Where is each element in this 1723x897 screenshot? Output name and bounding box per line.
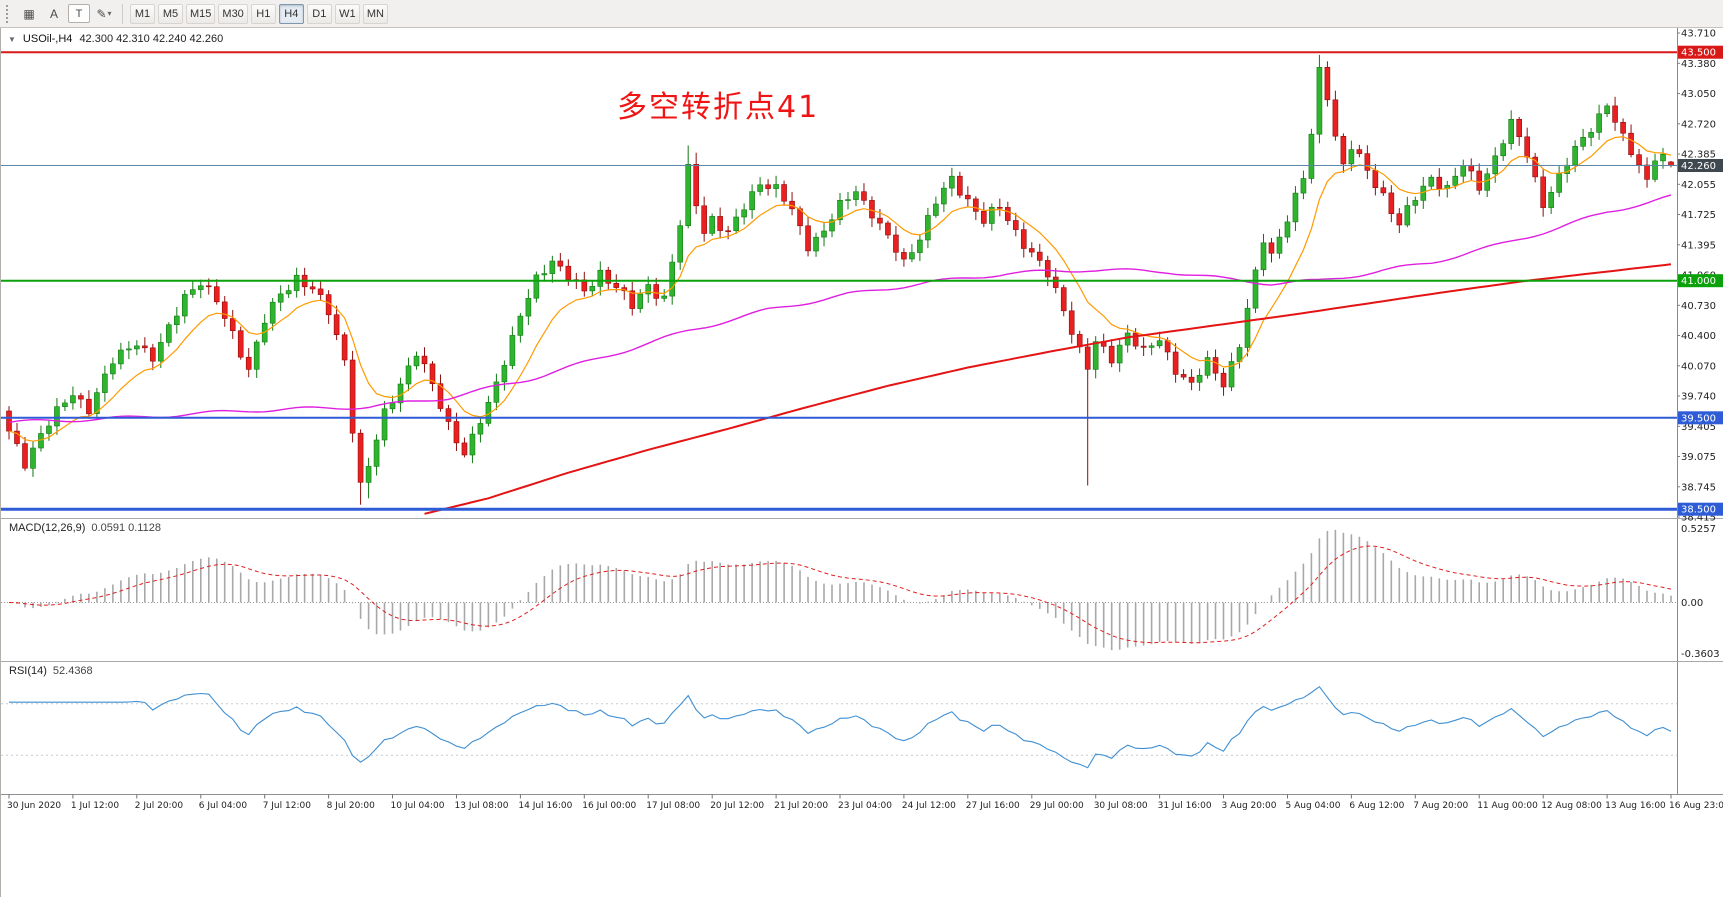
svg-text:40.070: 40.070	[1681, 361, 1716, 372]
svg-text:38.745: 38.745	[1681, 482, 1716, 493]
timeframe-m30-button[interactable]: M30	[218, 3, 248, 24]
timeframe-mn-button[interactable]: MN	[362, 3, 388, 24]
svg-text:31 Jul 16:00: 31 Jul 16:00	[1158, 801, 1212, 811]
timeframe-h1-button[interactable]: H1	[250, 3, 276, 24]
svg-text:0.5257: 0.5257	[1681, 524, 1716, 535]
chevron-down-icon: ▾	[107, 9, 112, 18]
svg-text:13 Aug 16:00: 13 Aug 16:00	[1605, 801, 1666, 811]
macd-indicator-values: 0.0591 0.1128	[91, 522, 161, 534]
svg-text:23 Jul 04:00: 23 Jul 04:00	[838, 801, 892, 811]
chart-title: ▼ USOil-,H4 42.300 42.310 42.240 42.260	[8, 33, 223, 45]
svg-text:-0.3603: -0.3603	[1681, 649, 1720, 660]
svg-text:39.500: 39.500	[1681, 413, 1716, 424]
rsi-indicator-name: RSI(14)	[9, 665, 47, 677]
svg-text:13 Jul 08:00: 13 Jul 08:00	[455, 801, 509, 811]
svg-text:14 Jul 16:00: 14 Jul 16:00	[518, 801, 572, 811]
chart-window: 703043.71043.38043.05042.72042.38542.055…	[0, 28, 1723, 897]
cursor-a-icon[interactable]: A	[43, 3, 65, 24]
svg-text:0.00: 0.00	[1681, 598, 1703, 609]
pencil-icon: ✎	[96, 6, 107, 21]
svg-text:39.075: 39.075	[1681, 452, 1716, 463]
timeframes-toolbar: ▦ A T ✎ ▾ M1 M5 M15 M30 H1 H4 D1 W1 MN	[0, 0, 1723, 28]
svg-text:20 Jul 12:00: 20 Jul 12:00	[710, 801, 764, 811]
svg-text:2 Jul 20:00: 2 Jul 20:00	[135, 801, 184, 811]
ohlc-values: 42.300 42.310 42.240 42.260	[79, 33, 224, 45]
text-tool-icon[interactable]: T	[68, 4, 90, 23]
macd-indicator-name: MACD(12,26,9)	[9, 522, 86, 534]
svg-text:6 Jul 04:00: 6 Jul 04:00	[199, 801, 248, 811]
svg-text:11 Aug 00:00: 11 Aug 00:00	[1477, 801, 1538, 811]
svg-text:43.500: 43.500	[1681, 48, 1716, 59]
timeframe-m5-button[interactable]: M5	[158, 3, 183, 24]
toolbar-grip[interactable]	[6, 4, 10, 23]
rsi-indicator-value: 52.4368	[52, 665, 93, 677]
svg-text:27 Jul 16:00: 27 Jul 16:00	[966, 801, 1020, 811]
symbol-period-label: USOil-,H4	[22, 33, 73, 45]
collapse-arrow-icon[interactable]: ▼	[8, 34, 16, 44]
timeframe-w1-button[interactable]: W1	[334, 3, 360, 24]
svg-text:39.405: 39.405	[1681, 422, 1716, 433]
svg-text:16 Jul 00:00: 16 Jul 00:00	[582, 801, 636, 811]
objects-tool-dropdown[interactable]: ✎ ▾	[93, 3, 115, 24]
svg-text:40.730: 40.730	[1681, 301, 1716, 312]
svg-text:6 Aug 12:00: 6 Aug 12:00	[1349, 801, 1404, 811]
svg-text:12 Aug 08:00: 12 Aug 08:00	[1541, 801, 1602, 811]
svg-text:41.725: 41.725	[1681, 210, 1716, 221]
svg-text:10 Jul 04:00: 10 Jul 04:00	[391, 801, 445, 811]
svg-text:3 Aug 20:00: 3 Aug 20:00	[1222, 801, 1277, 811]
rsi-pane-label: RSI(14) 52.4368	[9, 665, 93, 677]
macd-pane-label: MACD(12,26,9) 0.0591 0.1128	[9, 522, 161, 534]
svg-text:5 Aug 04:00: 5 Aug 04:00	[1286, 801, 1341, 811]
svg-text:24 Jul 12:00: 24 Jul 12:00	[902, 801, 956, 811]
svg-text:41.000: 41.000	[1681, 276, 1716, 287]
price-chart-canvas[interactable]: 703043.71043.38043.05042.72042.38542.055…	[1, 28, 1723, 897]
timeframe-d1-button[interactable]: D1	[306, 3, 332, 24]
svg-text:42.385: 42.385	[1681, 150, 1716, 161]
svg-text:43.050: 43.050	[1681, 89, 1716, 100]
chart-window-icon[interactable]: ▦	[18, 3, 40, 24]
svg-text:21 Jul 20:00: 21 Jul 20:00	[774, 801, 828, 811]
svg-text:7 Aug 20:00: 7 Aug 20:00	[1413, 801, 1468, 811]
svg-text:8 Jul 20:00: 8 Jul 20:00	[327, 801, 376, 811]
svg-text:39.740: 39.740	[1681, 392, 1716, 403]
svg-text:38.500: 38.500	[1681, 505, 1716, 516]
svg-text:43.380: 43.380	[1681, 59, 1716, 70]
svg-text:42.055: 42.055	[1681, 180, 1716, 191]
svg-text:42.720: 42.720	[1681, 119, 1716, 130]
svg-text:16 Aug 23:00: 16 Aug 23:00	[1669, 801, 1723, 811]
timeframe-h4-button[interactable]: H4	[278, 3, 304, 24]
svg-text:30 Jun 2020: 30 Jun 2020	[7, 801, 61, 811]
svg-text:43.710: 43.710	[1681, 29, 1716, 40]
svg-text:29 Jul 00:00: 29 Jul 00:00	[1030, 801, 1084, 811]
toolbar-separator	[122, 3, 123, 24]
svg-text:17 Jul 08:00: 17 Jul 08:00	[646, 801, 700, 811]
svg-text:40.400: 40.400	[1681, 331, 1716, 342]
svg-text:38.415: 38.415	[1681, 513, 1716, 524]
svg-text:30 Jul 08:00: 30 Jul 08:00	[1094, 801, 1148, 811]
annotation-text[interactable]: 多空转折点41	[617, 90, 820, 125]
svg-text:41.395: 41.395	[1681, 240, 1716, 251]
svg-text:1 Jul 12:00: 1 Jul 12:00	[71, 801, 120, 811]
timeframe-m1-button[interactable]: M1	[130, 3, 155, 24]
svg-text:7 Jul 12:00: 7 Jul 12:00	[263, 801, 312, 811]
svg-text:42.260: 42.260	[1681, 161, 1716, 172]
timeframe-m15-button[interactable]: M15	[186, 3, 216, 24]
